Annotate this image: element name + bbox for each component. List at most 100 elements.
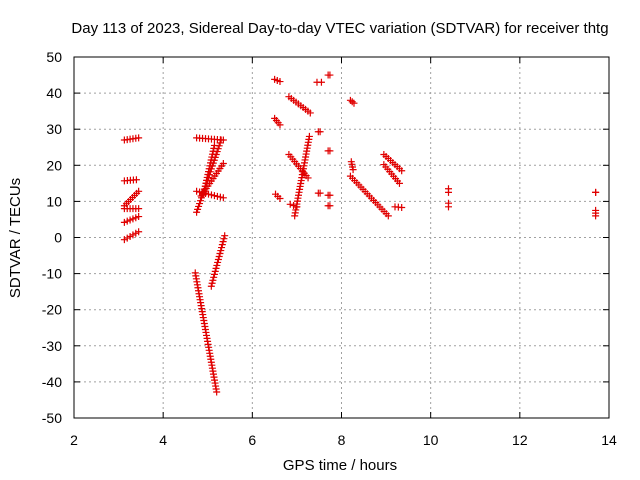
data-point-marker	[214, 255, 222, 263]
y-axis-label: SDTVAR / TECUs	[7, 178, 24, 298]
data-point-marker	[208, 279, 216, 287]
data-point-marker	[213, 388, 221, 396]
data-point-marker	[221, 232, 229, 240]
data-point-marker	[135, 187, 143, 195]
data-series-segment	[193, 187, 227, 202]
data-series-segment	[445, 185, 452, 196]
data-series-segment	[120, 213, 143, 226]
x-tick-label: 6	[248, 432, 256, 448]
data-series-segment	[324, 202, 334, 210]
data-point-marker	[207, 282, 215, 290]
data-point-marker	[210, 141, 218, 149]
y-tick-label: -10	[42, 266, 62, 282]
data-point-marker	[135, 205, 143, 213]
data-point-marker	[211, 267, 219, 275]
data-point-marker	[326, 71, 334, 79]
x-axis-label: GPS time / hours	[283, 457, 397, 474]
x-tick-label: 14	[601, 432, 617, 448]
data-series-segment	[445, 199, 452, 211]
y-tick-label: 10	[46, 193, 62, 209]
x-tick-label: 2	[70, 432, 78, 448]
data-point-marker	[216, 250, 224, 258]
data-series-segment	[291, 132, 313, 220]
data-point-marker	[213, 192, 221, 200]
data-point-marker	[219, 238, 227, 246]
y-tick-label: -30	[42, 338, 62, 354]
data-series-segment	[380, 161, 403, 187]
data-point-marker	[398, 204, 406, 212]
data-point-marker	[305, 132, 313, 140]
data-point-marker	[216, 193, 224, 201]
data-series-segment	[120, 228, 143, 244]
data-series-segment	[191, 269, 221, 396]
data-point-marker	[349, 166, 357, 174]
data-point-marker	[592, 212, 600, 220]
data-point-marker	[214, 258, 222, 266]
data-point-marker	[218, 244, 226, 252]
data-point-marker	[219, 159, 227, 167]
data-series-segment	[380, 150, 406, 175]
data-series-segment	[120, 205, 143, 213]
data-series-segment	[592, 188, 600, 196]
data-point-marker	[276, 195, 284, 203]
data-series-segment	[193, 134, 227, 144]
x-tick-label: 8	[338, 432, 346, 448]
y-tick-label: 20	[46, 157, 62, 173]
y-tick-label: -20	[42, 302, 62, 318]
data-series-segment	[285, 93, 314, 117]
y-tick-label: -50	[42, 410, 62, 426]
data-point-marker	[350, 99, 358, 107]
x-tick-label: 10	[423, 432, 439, 448]
data-point-marker	[398, 167, 406, 175]
data-point-marker	[215, 253, 223, 261]
data-point-marker	[316, 189, 324, 197]
data-point-marker	[204, 190, 212, 198]
chart-title: Day 113 of 2023, Sidereal Day-to-day VTE…	[71, 20, 608, 37]
data-point-marker	[217, 136, 225, 144]
data-series-segment	[592, 206, 600, 220]
data-series-segment	[286, 200, 301, 211]
data-point-marker	[326, 147, 334, 155]
data-series-segment	[199, 141, 218, 199]
data-point-marker	[132, 176, 140, 184]
data-point-marker	[220, 235, 228, 243]
data-series-segment	[272, 190, 284, 203]
data-point-marker	[276, 78, 284, 86]
data-point-marker	[286, 200, 294, 208]
data-point-marker	[217, 247, 225, 255]
data-point-marker	[135, 228, 143, 236]
data-point-marker	[304, 174, 312, 182]
data-point-marker	[135, 213, 143, 221]
data-point-marker	[348, 98, 356, 106]
data-point-marker	[207, 191, 215, 199]
y-tick-label: -40	[42, 374, 62, 390]
x-tick-label: 12	[512, 432, 528, 448]
data-point-marker	[317, 78, 325, 86]
data-point-marker	[592, 188, 600, 196]
data-series-segment	[346, 96, 358, 107]
data-point-marker	[193, 187, 201, 195]
data-point-marker	[276, 121, 284, 129]
data-point-marker	[213, 261, 221, 269]
data-point-marker	[326, 202, 334, 210]
data-point-marker	[445, 188, 452, 196]
data-series-segment	[391, 203, 406, 212]
data-point-marker	[316, 128, 324, 136]
data-point-marker	[445, 203, 452, 211]
data-series-segment	[193, 136, 225, 216]
data-series-segment	[120, 187, 143, 210]
data-point-marker	[210, 270, 218, 278]
data-point-marker	[210, 192, 218, 200]
data-series-segment	[314, 128, 324, 136]
data-series-segment	[285, 150, 312, 182]
data-series-segment	[346, 172, 392, 220]
data-point-marker	[384, 212, 392, 220]
data-series-segment	[120, 176, 140, 185]
data-series-segment	[313, 78, 325, 86]
x-tick-label: 4	[159, 432, 167, 448]
data-series-segment	[324, 191, 334, 199]
data-point-marker	[135, 134, 143, 142]
data-point-marker	[212, 264, 220, 272]
data-series-segment	[207, 232, 229, 290]
data-series-segment	[120, 134, 143, 144]
